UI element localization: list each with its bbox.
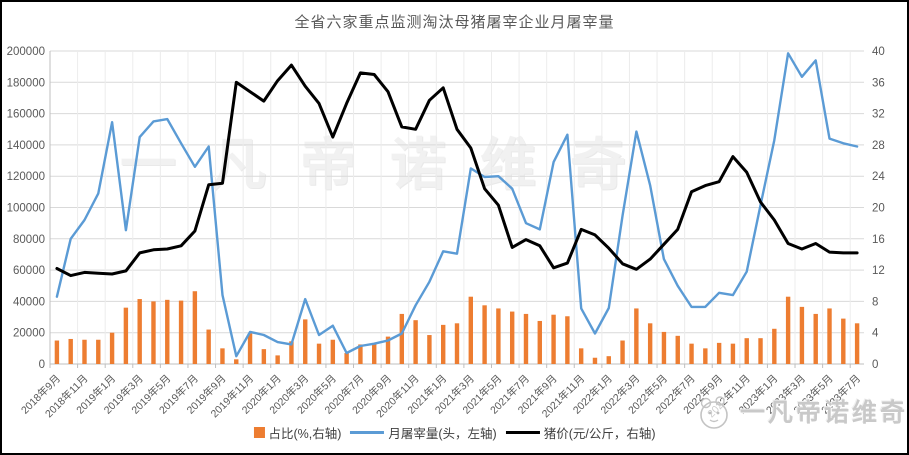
svg-text:28: 28 — [872, 140, 885, 152]
volume-line-series — [55, 52, 859, 358]
svg-text:8: 8 — [872, 296, 878, 308]
svg-text:40: 40 — [872, 46, 885, 58]
line-swatch-icon — [350, 431, 385, 434]
legend-label-volume: 月屠宰量(头，左轴) — [388, 427, 497, 441]
legend-item-share: 占比(%,右轴) — [253, 423, 341, 442]
svg-text:180000: 180000 — [7, 77, 45, 89]
svg-text:16: 16 — [872, 234, 885, 246]
svg-text:36: 36 — [872, 77, 885, 89]
svg-text:4: 4 — [872, 328, 879, 340]
svg-text:20: 20 — [872, 203, 885, 215]
legend-item-volume: 月屠宰量(头，左轴) — [350, 423, 497, 442]
svg-text:0: 0 — [872, 359, 878, 371]
svg-text:40000: 40000 — [13, 296, 45, 308]
legend-label-share: 占比(%,右轴) — [268, 427, 342, 441]
svg-text:80000: 80000 — [13, 234, 45, 246]
chart-title: 全省六家重点监测淘汰母猪屠宰企业月屠宰量 — [294, 14, 615, 31]
legend-label-price: 猪价(元/公斤，右轴) — [543, 427, 656, 441]
price-line-series — [55, 63, 859, 278]
doodle-face-icon — [700, 396, 728, 429]
svg-text:32: 32 — [872, 109, 885, 121]
svg-text:200000: 200000 — [7, 46, 45, 58]
svg-text:60000: 60000 — [13, 265, 45, 277]
svg-text:100000: 100000 — [7, 203, 45, 215]
line-swatch-icon — [505, 430, 540, 435]
corner-watermark-text: 一凡帝诺维奇 — [740, 399, 909, 427]
bar-swatch-icon — [253, 427, 265, 438]
center-watermark: 一凡帝诺维奇 — [120, 133, 660, 196]
svg-text:0: 0 — [39, 359, 45, 371]
axis-lines — [49, 51, 864, 368]
bars-series-share — [54, 291, 860, 364]
svg-text:160000: 160000 — [7, 109, 45, 121]
chart-legend: 占比(%,右轴) 月屠宰量(头，左轴) 猪价(元/公斤，右轴) — [253, 423, 656, 442]
svg-text:20000: 20000 — [13, 328, 45, 340]
corner-watermark: 一凡帝诺维奇 — [692, 388, 909, 434]
gridlines — [49, 50, 864, 365]
svg-text:24: 24 — [872, 171, 885, 183]
svg-text:140000: 140000 — [7, 140, 45, 152]
svg-text:120000: 120000 — [7, 171, 45, 183]
svg-text:12: 12 — [872, 265, 885, 277]
legend-item-price: 猪价(元/公斤，右轴) — [505, 423, 656, 442]
